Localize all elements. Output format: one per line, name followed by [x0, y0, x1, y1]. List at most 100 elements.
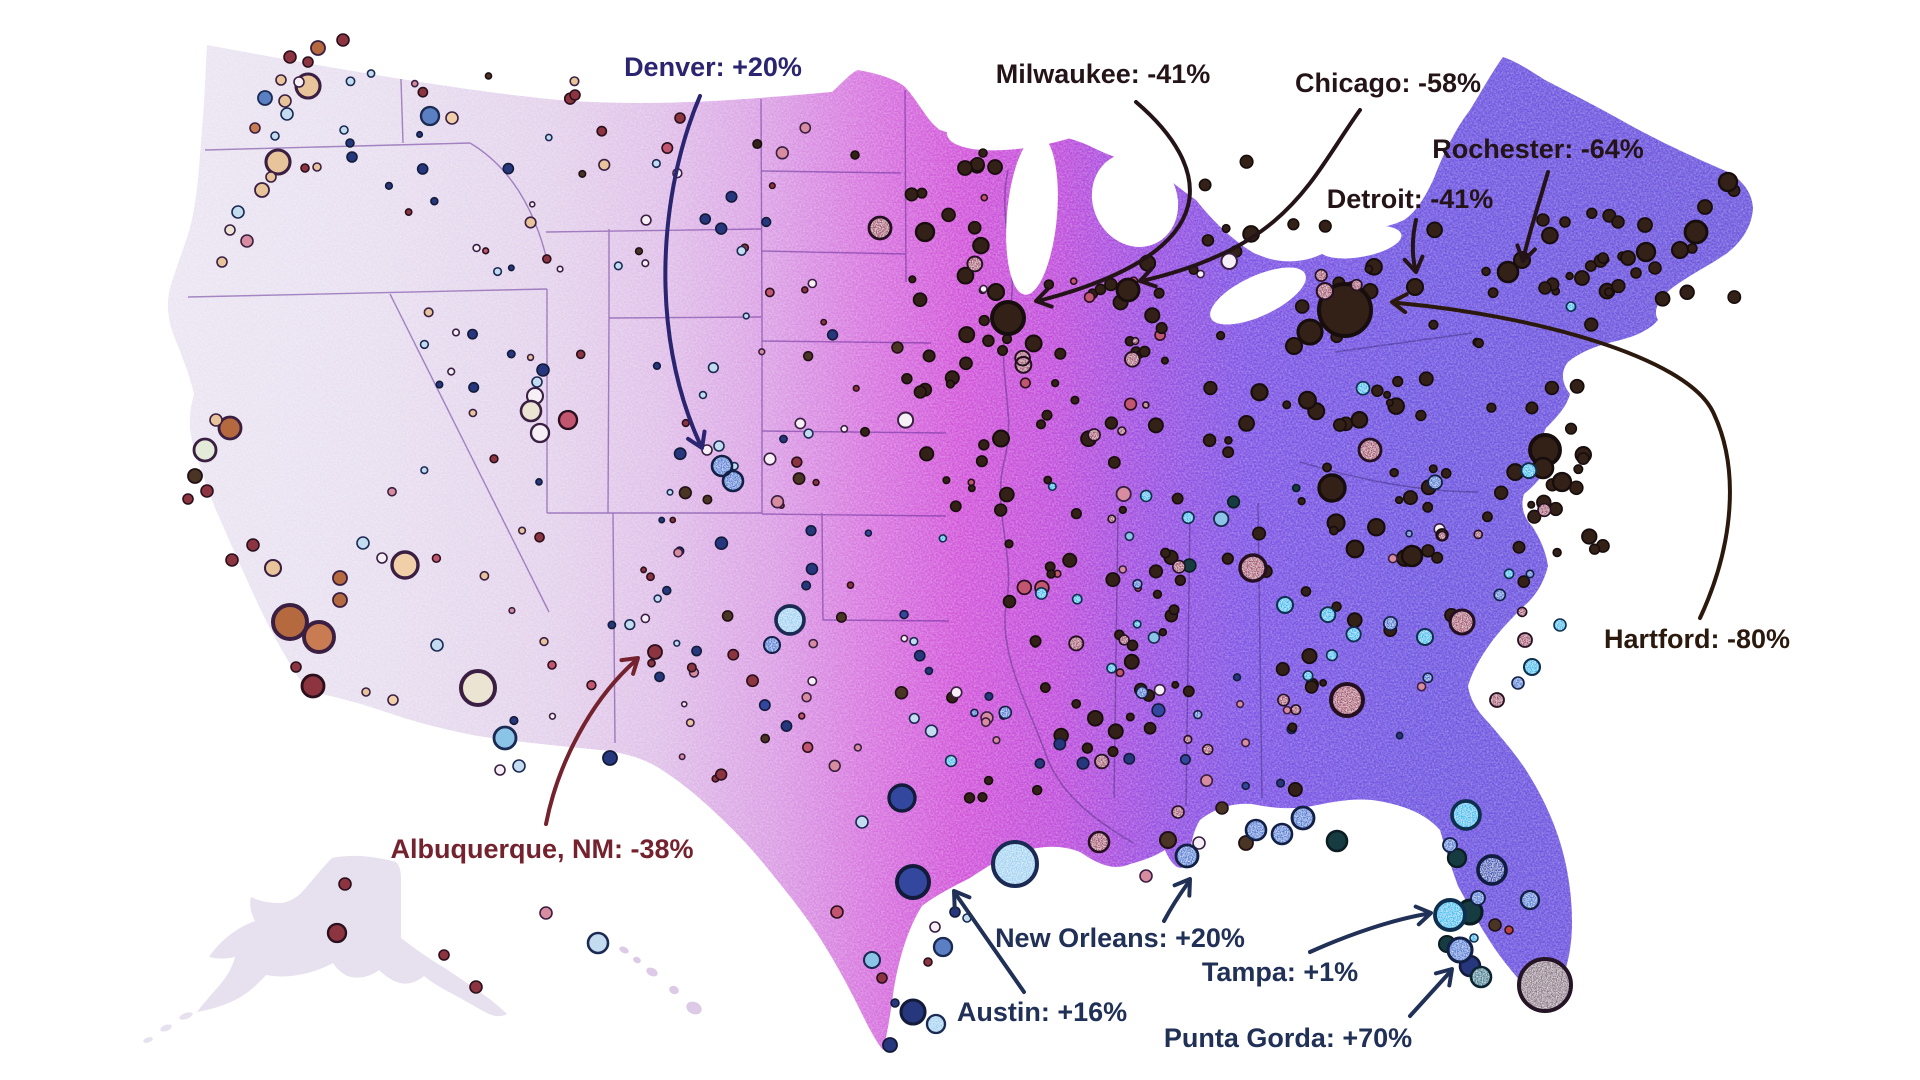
city-bubble: [1554, 619, 1566, 631]
city-bubble: [1654, 290, 1671, 307]
city-bubble-ring: [710, 454, 734, 478]
city-bubble: [1322, 462, 1332, 473]
city-bubble: [1428, 464, 1438, 474]
city-bubble: [758, 348, 766, 356]
city-bubble-ring: [1094, 753, 1110, 770]
city-bubble: [1287, 782, 1303, 797]
city-bubble: [967, 256, 983, 272]
city-bubble: [1192, 836, 1206, 850]
city-bubble-ring: [1181, 511, 1195, 525]
city-bubble: [541, 254, 552, 264]
city-bubble: [1331, 684, 1363, 716]
city-bubble: [647, 658, 656, 668]
city-bubble: [1142, 401, 1149, 409]
city-bubble: [652, 361, 662, 371]
city-bubble: [764, 287, 775, 298]
city-bubble: [1418, 371, 1434, 387]
city-bubble: [1133, 620, 1141, 628]
city-bubble: [1118, 505, 1127, 515]
city-bubble: [864, 529, 873, 537]
city-bubble: [1182, 511, 1195, 524]
city-bubble: [1221, 223, 1231, 234]
annotation-rochester: Rochester: -64%: [1432, 134, 1644, 263]
city-bubble-ring: [1382, 615, 1399, 632]
city-bubble: [794, 417, 807, 430]
annotation-label-punta-gorda: Punta Gorda: +70%: [1164, 1023, 1412, 1053]
city-bubble: [270, 131, 280, 141]
city-bubble: [1635, 241, 1657, 263]
city-bubble: [1521, 463, 1537, 479]
city-bubble: [1297, 496, 1306, 506]
city-bubble: [1597, 252, 1609, 264]
city-bubble: [575, 349, 586, 360]
city-bubble: [999, 706, 1012, 719]
city-bubble: [1317, 473, 1347, 503]
city-bubble: [1405, 277, 1425, 297]
city-bubble: [1421, 544, 1435, 558]
city-bubble: [1124, 351, 1140, 367]
city-bubble: [1160, 356, 1169, 365]
city-bubble: [752, 138, 763, 150]
city-bubble: [264, 148, 292, 176]
city-bubble: [1015, 350, 1030, 366]
city-bubble: [840, 424, 849, 433]
city-bubble-ring: [1355, 380, 1371, 396]
city-bubble: [479, 570, 490, 581]
city-bubble: [1527, 509, 1542, 524]
city-bubble: [1512, 677, 1524, 689]
city-bubble: [1246, 820, 1266, 840]
city-bubble: [1406, 530, 1413, 537]
city-bubble-ring: [1014, 355, 1033, 374]
annotation-arrowhead-detroit: [1402, 254, 1425, 274]
city-bubble: [1043, 475, 1053, 485]
city-bubble: [1478, 856, 1506, 884]
city-bubble: [970, 156, 985, 172]
city-bubble-ring: [1238, 553, 1268, 583]
city-bubble-ring: [1319, 606, 1337, 624]
city-bubble: [945, 755, 957, 767]
city-bubble: [897, 411, 915, 429]
city-bubble: [1117, 427, 1126, 435]
city-bubble: [469, 980, 483, 994]
city-bubble: [1450, 610, 1474, 634]
annotation-layer: Denver: +20% Milwaukee: -41% Chicago: -58%…: [390, 52, 1790, 1053]
annotation-arrow-tampa: [1308, 912, 1428, 954]
city-bubble: [950, 686, 963, 699]
city-bubble: [1548, 501, 1563, 517]
city-bubble: [908, 275, 917, 284]
annotation-arrow-denver: [663, 94, 702, 446]
city-bubble: [727, 648, 740, 661]
city-bubble: [1202, 744, 1213, 755]
city-bubble: [673, 547, 684, 558]
annotation-milwaukee: Milwaukee: -41%: [996, 59, 1210, 309]
city-bubble: [254, 182, 270, 198]
city-bubble: [1588, 543, 1601, 555]
city-bubble-ring: [966, 255, 984, 273]
city-bubble-ring: [1107, 514, 1117, 524]
city-bubble: [1517, 575, 1531, 589]
city-bubble: [1512, 540, 1526, 554]
city-bubble: [1193, 710, 1202, 719]
city-bubble-ring: [925, 1013, 947, 1035]
city-bubble: [1153, 683, 1166, 697]
city-bubble: [1196, 269, 1205, 279]
city-bubble: [1481, 266, 1491, 277]
city-bubble: [1536, 213, 1550, 227]
city-bubble: [283, 50, 297, 64]
city-bubble: [1277, 597, 1293, 613]
city-bubble: [1519, 959, 1571, 1011]
city-bubble: [1315, 269, 1328, 282]
city-bubble: [760, 733, 771, 744]
city-bubble: [1637, 217, 1653, 233]
city-bubble-ring: [1345, 626, 1362, 643]
city-bubble: [607, 620, 617, 630]
city-bubble: [1158, 627, 1168, 637]
city-bubble: [1138, 345, 1151, 358]
city-bubble: [336, 33, 350, 47]
city-bubble: [419, 105, 441, 127]
city-bubble: [598, 158, 611, 171]
city-bubble: [534, 531, 545, 543]
city-bubble: [1328, 525, 1339, 536]
city-bubble: [992, 429, 1011, 448]
city-bubble: [758, 699, 771, 712]
